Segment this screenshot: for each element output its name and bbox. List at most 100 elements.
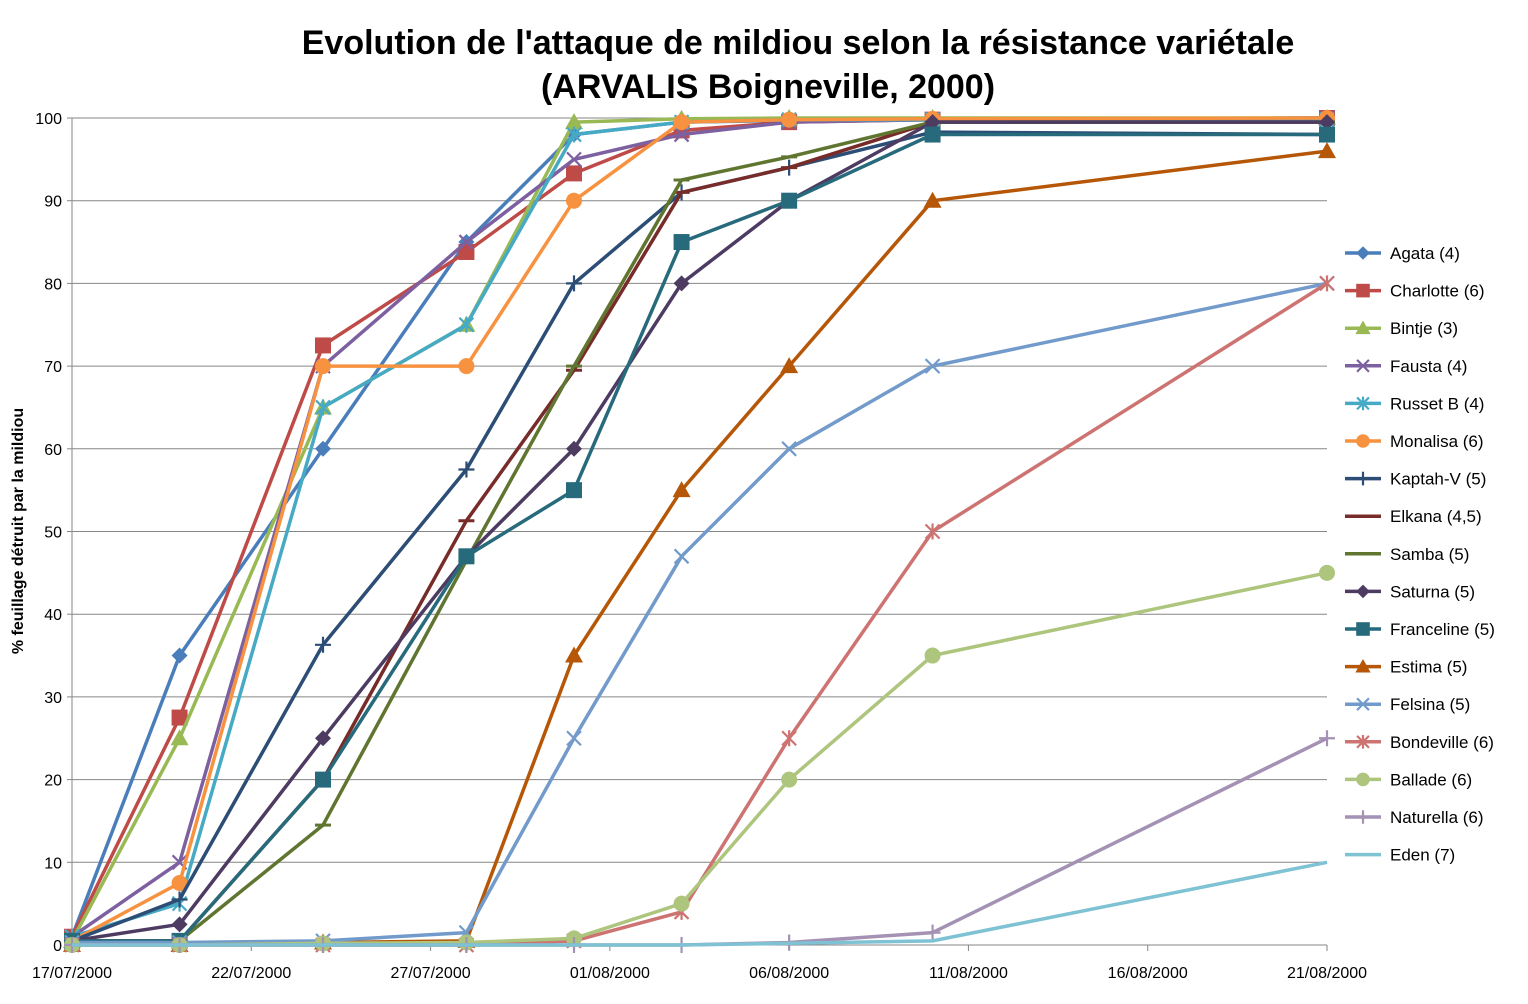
y-tick-label: 60 xyxy=(44,442,62,459)
data-point xyxy=(781,111,798,128)
y-tick-label: 20 xyxy=(44,773,62,790)
data-point xyxy=(1318,142,1336,159)
data-point xyxy=(923,191,942,208)
data-point xyxy=(924,924,941,941)
legend-item: Kaptah-V (5) xyxy=(1345,470,1486,489)
legend-label: Ballade (6) xyxy=(1390,770,1472,789)
data-point xyxy=(924,647,941,664)
legend-label: Bintje (3) xyxy=(1390,319,1458,338)
x-tick-label: 27/07/2000 xyxy=(391,965,471,982)
legend-item: Fausta (4) xyxy=(1345,357,1467,376)
data-point xyxy=(1319,126,1335,143)
data-point xyxy=(781,730,797,747)
data-point xyxy=(315,730,331,747)
data-point xyxy=(673,275,690,292)
legend-item: Estima (5) xyxy=(1345,658,1467,677)
data-point xyxy=(781,441,797,457)
x-tick-label: 21/08/2000 xyxy=(1287,965,1367,982)
data-point xyxy=(924,358,941,374)
legend-label: Saturna (5) xyxy=(1390,582,1475,601)
x-tick-label: 11/08/2000 xyxy=(929,965,1008,982)
data-point xyxy=(673,895,690,912)
data-point xyxy=(1356,584,1370,599)
legend-item: Saturna (5) xyxy=(1345,582,1475,601)
data-point xyxy=(171,891,188,908)
data-point xyxy=(566,165,582,182)
data-point xyxy=(1356,396,1370,411)
data-point xyxy=(171,709,188,726)
data-point xyxy=(1356,246,1370,260)
data-point xyxy=(781,192,798,209)
y-tick-label: 100 xyxy=(35,111,62,128)
data-point xyxy=(315,440,331,457)
data-point xyxy=(672,481,691,498)
data-point xyxy=(315,337,331,354)
data-point xyxy=(171,874,188,891)
data-point xyxy=(171,647,188,664)
series-line xyxy=(72,860,1328,947)
data-point xyxy=(1356,697,1370,711)
data-point xyxy=(566,126,582,143)
x-tick-label: 01/08/2000 xyxy=(570,965,650,982)
data-point xyxy=(458,461,475,478)
data-point xyxy=(565,113,583,130)
legend-label: Felsina (5) xyxy=(1390,695,1470,714)
x-tick-label: 06/08/2000 xyxy=(749,965,829,982)
legend-label: Agata (4) xyxy=(1390,244,1460,263)
data-point xyxy=(1356,810,1370,824)
y-axis-label: % feuillage détruit par la mildiou xyxy=(10,408,27,654)
grid-layer xyxy=(72,117,1327,946)
data-point xyxy=(315,771,331,788)
legend: Agata (4) Charlotte (6) Bintje (3) Fausta (… xyxy=(1345,244,1495,865)
data-point xyxy=(1356,359,1370,373)
series-12 xyxy=(64,275,1335,951)
data-point xyxy=(566,730,582,747)
legend-item: Monalisa (6) xyxy=(1345,432,1484,451)
data-point xyxy=(566,192,582,209)
series-line xyxy=(71,116,1328,939)
data-point xyxy=(1319,114,1335,131)
legend-item: Naturella (6) xyxy=(1345,808,1484,827)
series-line xyxy=(71,117,1327,939)
legend-item: Felsina (5) xyxy=(1345,695,1470,714)
data-point xyxy=(673,114,690,131)
series-16 xyxy=(72,860,1328,947)
legend-item: Russet B (4) xyxy=(1345,394,1484,413)
data-point xyxy=(924,114,941,131)
series-line xyxy=(72,736,1328,947)
series-line xyxy=(70,116,1328,938)
legend-label: Naturella (6) xyxy=(1390,808,1484,827)
x-tick-label: 17/07/2000 xyxy=(32,965,112,982)
legend-label: Monalisa (6) xyxy=(1390,432,1484,451)
data-point xyxy=(315,636,331,653)
y-tick-label: 70 xyxy=(44,359,62,376)
data-point xyxy=(565,646,583,663)
legend-label: Samba (5) xyxy=(1390,545,1469,564)
legend-label: Franceline (5) xyxy=(1390,620,1495,639)
data-point xyxy=(1356,622,1370,636)
legend-label: Eden (7) xyxy=(1390,846,1455,865)
data-point xyxy=(924,126,941,143)
data-point xyxy=(1319,730,1335,747)
data-point xyxy=(315,358,331,375)
data-point xyxy=(458,234,475,250)
legend-item: Franceline (5) xyxy=(1345,620,1495,639)
legend-label: Elkana (4,5) xyxy=(1390,507,1482,526)
chart-subtitle: (ARVALIS Boigneville, 2000) xyxy=(541,68,995,106)
legend-label: Charlotte (6) xyxy=(1390,282,1484,301)
data-point xyxy=(673,548,690,565)
data-point xyxy=(566,482,582,499)
data-point xyxy=(1355,658,1371,673)
data-point xyxy=(171,916,188,933)
data-point xyxy=(1356,283,1370,298)
legend-item: Ballade (6) xyxy=(1345,770,1472,789)
data-point xyxy=(458,358,475,375)
series-14 xyxy=(64,564,1335,953)
y-tick-label: 50 xyxy=(44,525,62,542)
legend-label: Bondeville (6) xyxy=(1390,733,1494,752)
data-point xyxy=(566,275,582,292)
data-point xyxy=(458,548,475,565)
data-point xyxy=(673,234,690,251)
